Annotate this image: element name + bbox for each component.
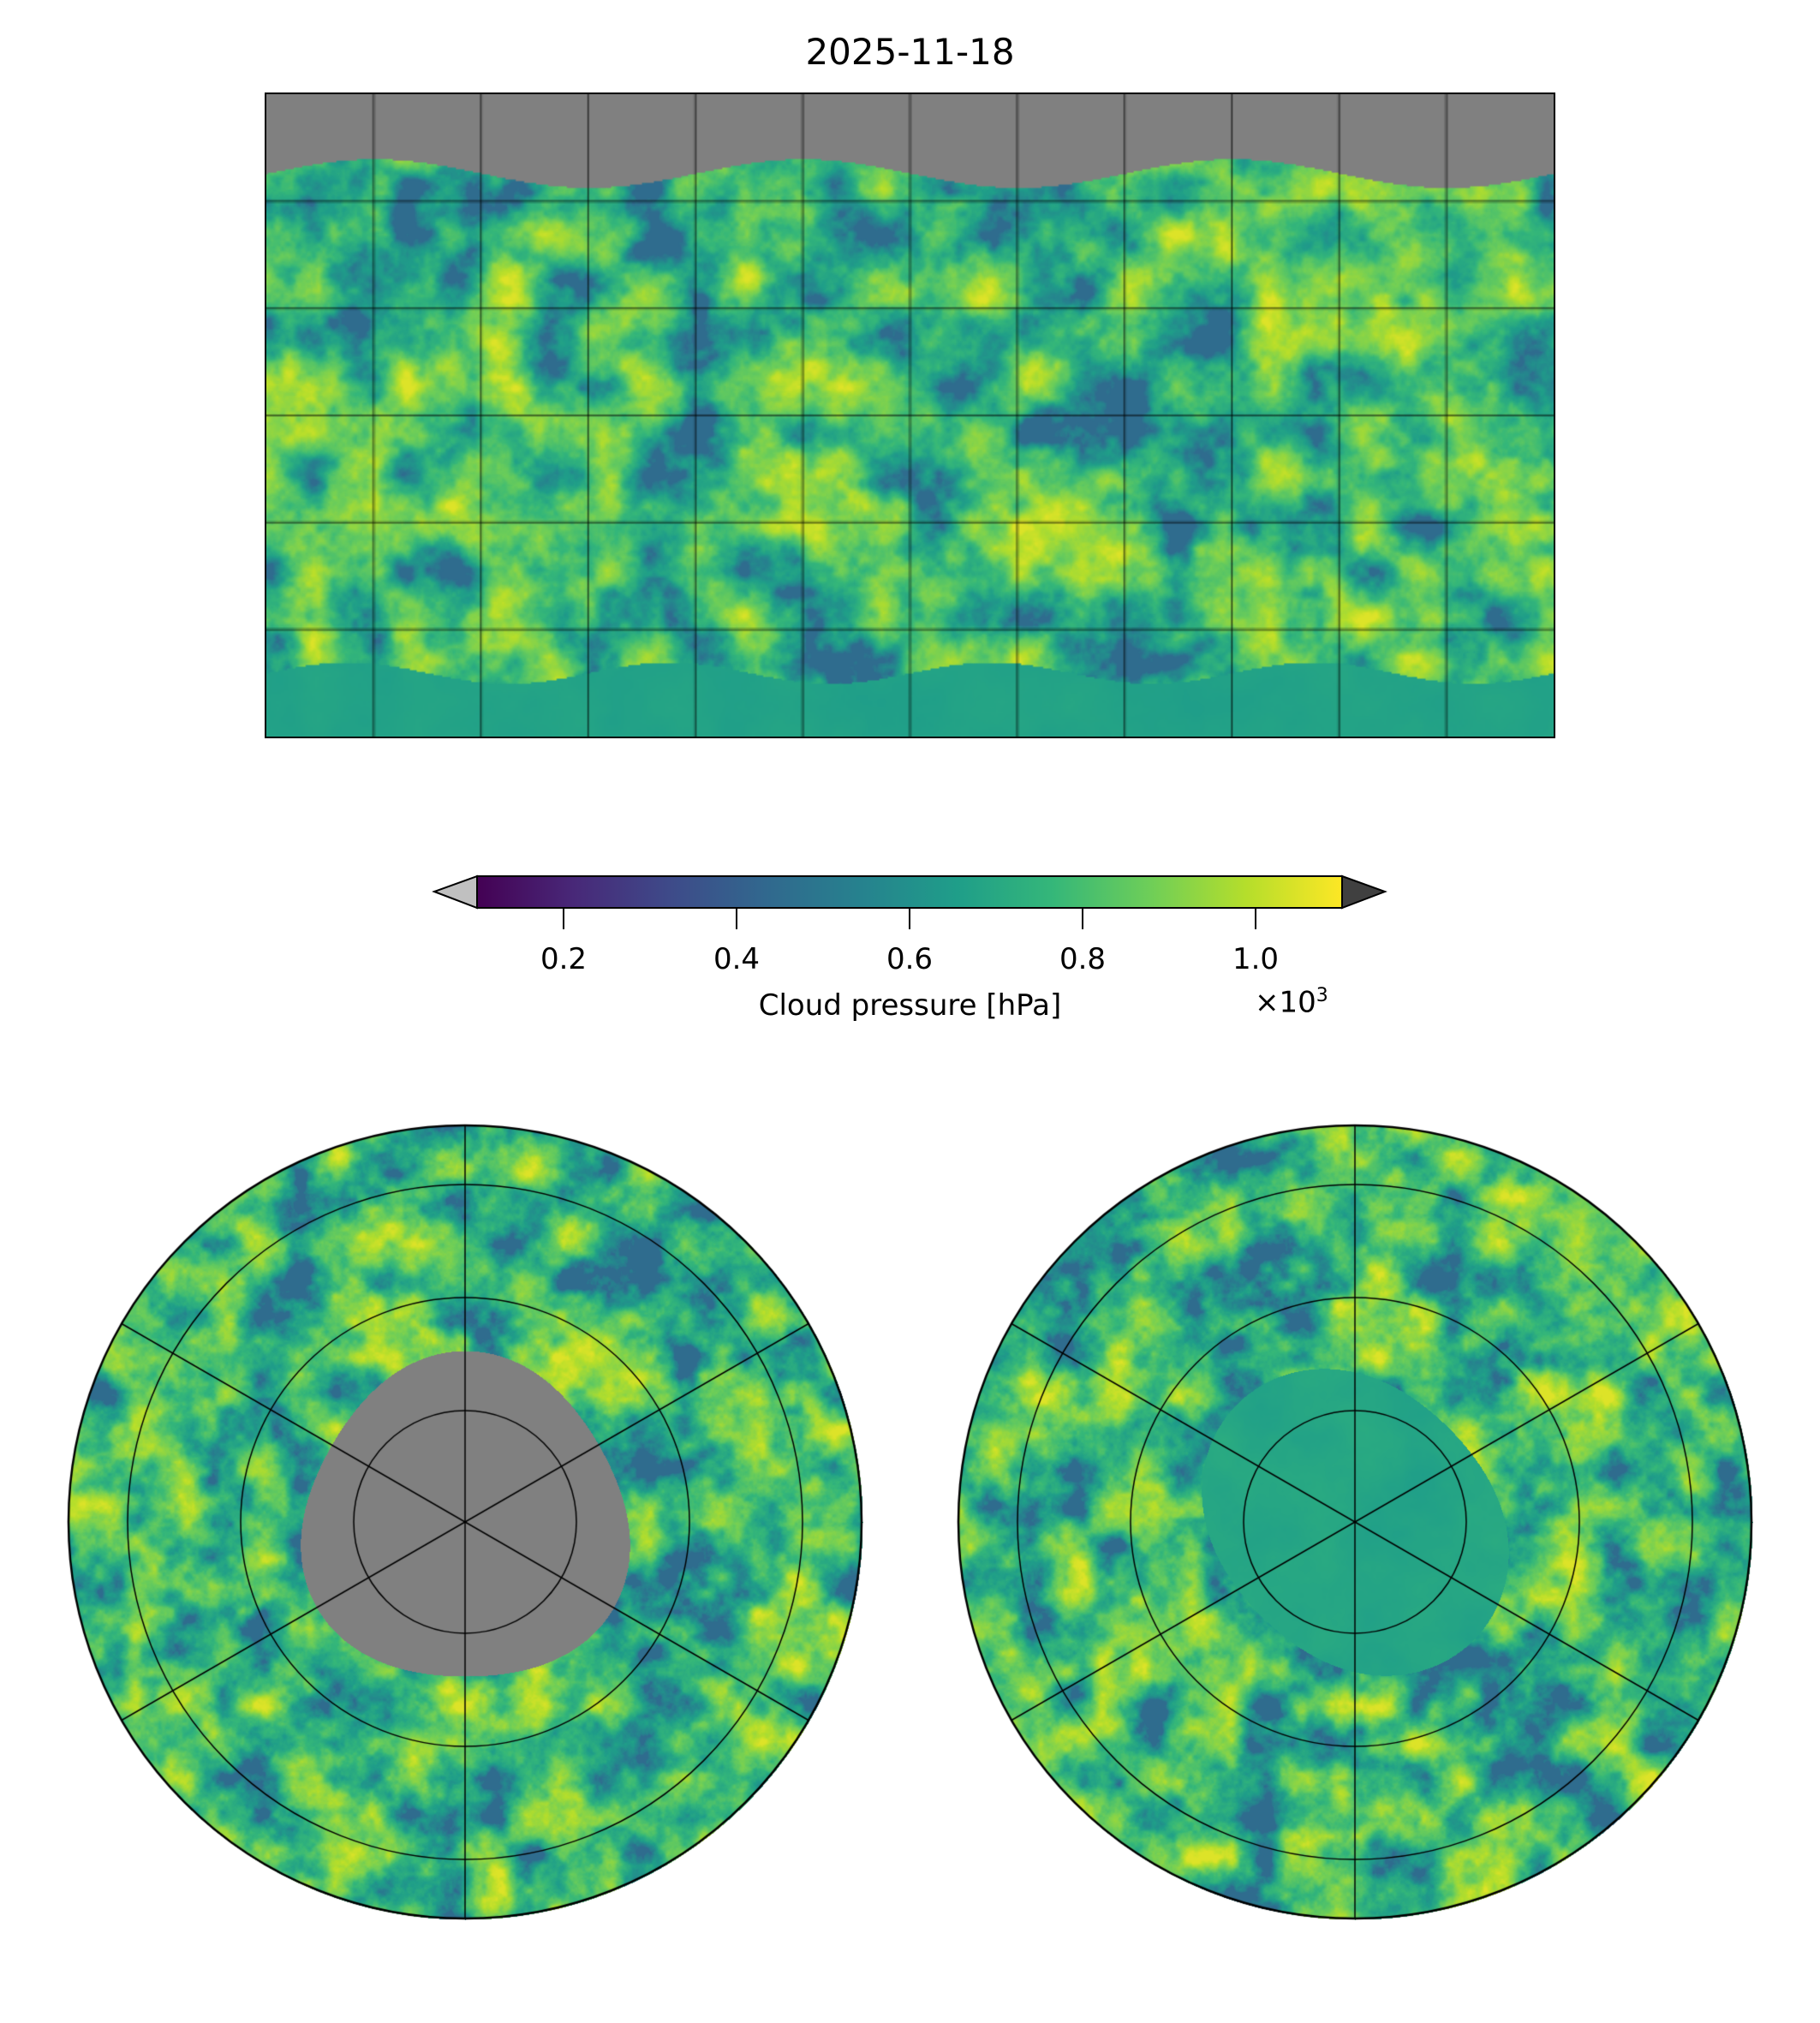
global-map	[265, 92, 1555, 738]
figure-title: 2025-11-18	[805, 31, 1015, 73]
colorbar-label: Cloud pressure [hPa]	[758, 988, 1062, 1023]
colorbar	[432, 874, 1387, 929]
colorbar-multiplier: ×103	[1255, 985, 1328, 1020]
colorbar-over-extension	[1341, 874, 1387, 910]
colorbar-tick-label: 0.2	[540, 942, 588, 976]
colorbar-tick-label: 0.6	[886, 942, 934, 976]
south-polar-map	[957, 1124, 1753, 1920]
colorbar-gradient	[476, 875, 1343, 909]
north-polar-map	[67, 1124, 863, 1920]
colorbar-under-extension	[432, 874, 478, 910]
colorbar-tick-label: 0.4	[713, 942, 761, 976]
colorbar-tick-label: 0.8	[1059, 942, 1107, 976]
colorbar-tick-label: 1.0	[1232, 942, 1280, 976]
